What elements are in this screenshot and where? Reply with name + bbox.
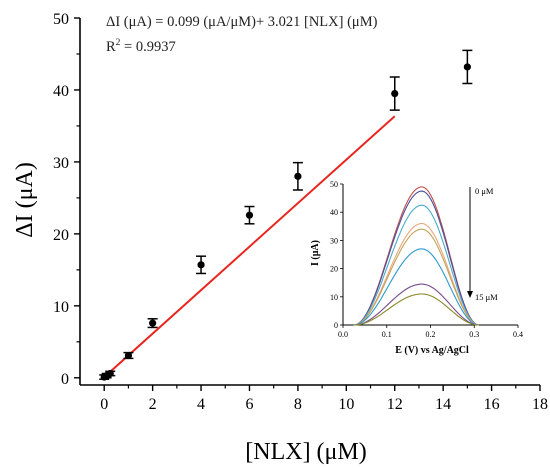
inset-y-tick-label: 20	[330, 265, 338, 274]
data-point	[463, 63, 471, 71]
x-tick-label: 14	[435, 396, 451, 413]
inset-x-tick-label: 0.3	[469, 330, 479, 339]
data-point	[149, 319, 157, 327]
inset-x-tick-label: 0.1	[382, 330, 392, 339]
x-tick-label: 12	[387, 396, 403, 413]
data-point	[245, 211, 254, 219]
y-tick-label: 50	[53, 11, 69, 28]
r-squared-value: = 0.9937	[120, 39, 175, 55]
inset-plot: 0.0 0.1 0.2 0.3 0.4 0 10 20 30 40 50	[330, 180, 523, 339]
x-tick-label: 4	[197, 396, 205, 413]
inset-y-tick-label: 50	[330, 180, 338, 189]
r-squared-superscript: 2	[116, 38, 121, 48]
inset-label-0um: 0 μM	[475, 186, 494, 196]
y-tick-label: 10	[53, 299, 69, 316]
inset-x-tick-label: 0.2	[426, 330, 436, 339]
data-point	[391, 89, 399, 98]
inset-curve	[353, 283, 479, 326]
inset-y-tick-label: 0	[334, 321, 338, 330]
inset-curve	[353, 228, 479, 326]
x-tick-label: 10	[338, 396, 354, 413]
r-squared-label: R2 = 0.9937	[106, 38, 176, 55]
equation-label: ΔI (μA) = 0.099 (μA/μM)+ 3.021 [NLX] (μM…	[106, 14, 378, 30]
inset-curve	[353, 293, 479, 326]
y-tick-label: 30	[53, 155, 69, 172]
inset-y-tick-label: 10	[330, 293, 338, 302]
y-tick-label: 0	[61, 371, 69, 388]
inset-curve	[353, 190, 479, 326]
inset-x-axis-label: E (V) vs Ag/AgCl	[395, 345, 469, 356]
x-tick-label: 6	[245, 396, 253, 413]
inset-arrow-head	[467, 291, 473, 298]
y-tick-label: 20	[53, 227, 69, 244]
data-point	[294, 172, 302, 180]
fit-line	[103, 115, 396, 378]
inset-y-tick-label: 30	[330, 236, 338, 245]
inset-x-tick-label: 0.4	[513, 330, 523, 339]
y-tick-label: 40	[53, 83, 69, 100]
inset-x-tick-label: 0.0	[338, 330, 348, 339]
x-tick-label: 2	[149, 396, 157, 413]
data-point	[197, 261, 205, 269]
inset-curve	[353, 248, 479, 326]
inset-y-axis-label: I (μA)	[310, 240, 321, 266]
r-squared-letter: R	[106, 39, 116, 55]
x-tick-label: 18	[532, 396, 548, 413]
x-axis-label: [NLX] (μM)	[245, 439, 367, 465]
inset-curve	[353, 222, 479, 326]
x-tick-label: 16	[484, 396, 500, 413]
inset-label-15um: 15 μM	[475, 292, 498, 302]
x-tick-label: 8	[294, 396, 302, 413]
data-point	[124, 351, 133, 360]
data-point	[106, 369, 114, 378]
inset-curve	[353, 204, 479, 326]
y-axis-label: ΔI (μA)	[12, 162, 38, 238]
inset-y-tick-label: 40	[330, 208, 338, 217]
x-tick-label: 0	[100, 396, 108, 413]
